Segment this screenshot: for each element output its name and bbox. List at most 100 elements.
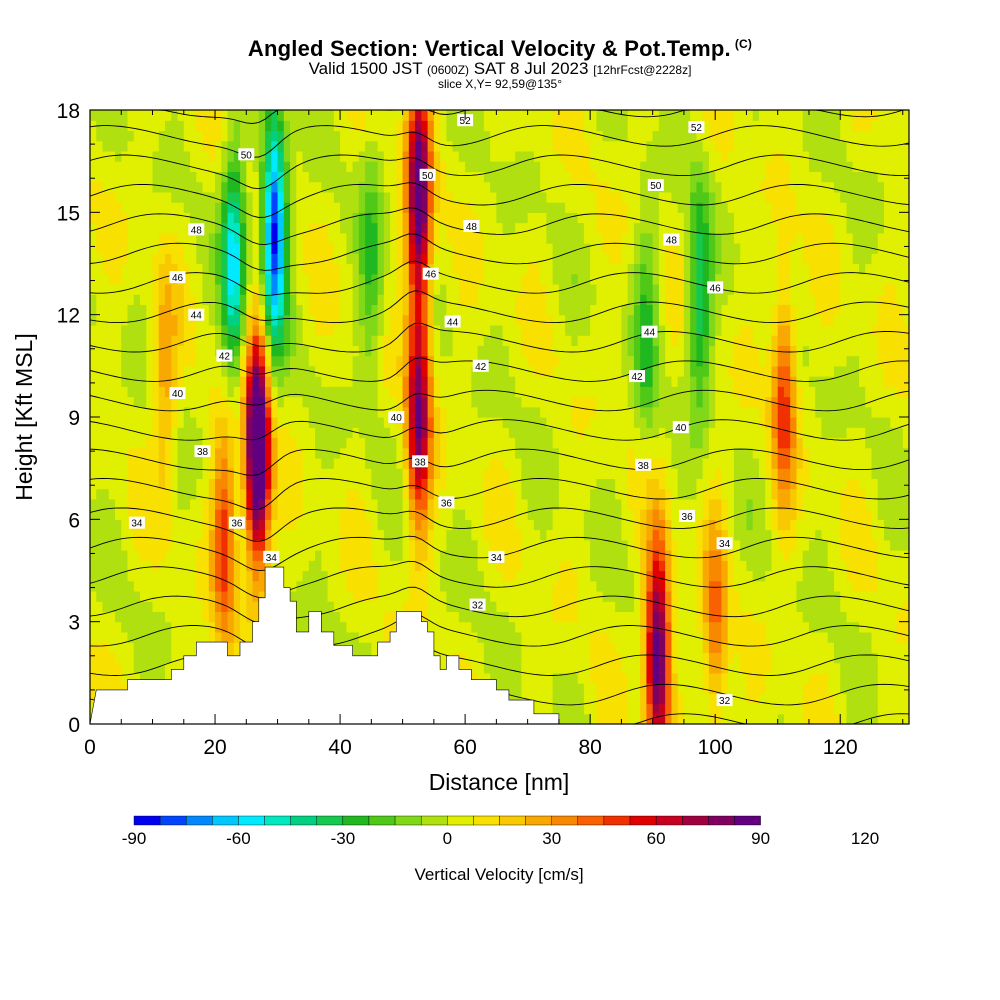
heat-cell <box>177 283 185 295</box>
heat-cell <box>165 150 172 162</box>
heat-cell <box>396 191 404 203</box>
heat-cell <box>271 417 279 428</box>
heat-cell <box>121 509 129 520</box>
heat-cell <box>577 611 585 623</box>
heat-cell <box>365 570 372 582</box>
heat-cell <box>452 263 460 275</box>
heat-cell <box>152 457 160 469</box>
heat-cell <box>171 560 179 572</box>
heat-cell <box>340 457 347 469</box>
heat-cell <box>221 161 229 172</box>
heat-cell <box>583 652 591 664</box>
heat-cell <box>402 243 410 254</box>
heat-cell <box>571 662 579 674</box>
heat-cell <box>115 529 122 541</box>
heat-cell <box>208 263 216 275</box>
heat-cell <box>440 478 447 490</box>
heat-cell <box>583 580 591 592</box>
heat-cell <box>121 611 129 623</box>
heat-cell <box>490 365 497 377</box>
heat-cell <box>252 222 260 234</box>
heat-cell <box>583 672 591 684</box>
heat-cell <box>565 273 572 285</box>
heat-cell <box>227 181 235 193</box>
heat-cell <box>583 314 591 326</box>
heat-cell <box>121 447 129 459</box>
heat-cell <box>515 253 522 265</box>
heat-cell <box>302 324 310 336</box>
heat-cell <box>577 386 585 398</box>
heat-cell <box>408 191 416 203</box>
heat-cell <box>552 150 560 162</box>
heat-cell <box>471 529 479 541</box>
heat-cell <box>252 110 260 121</box>
heat-cell <box>477 212 485 224</box>
heat-cell <box>171 130 179 142</box>
heat-cell <box>458 662 466 674</box>
heat-cell <box>352 376 360 387</box>
heat-cell <box>146 498 154 510</box>
heat-cell <box>558 683 566 694</box>
heat-cell <box>96 406 104 418</box>
heat-cell <box>565 396 572 408</box>
heat-cell <box>283 529 291 541</box>
heat-cell <box>552 140 560 152</box>
heat-cell <box>102 345 110 357</box>
heat-cell <box>602 130 610 142</box>
heat-cell <box>602 672 610 684</box>
heat-cell <box>496 314 504 326</box>
heat-cell <box>371 161 379 172</box>
heat-cell <box>521 232 529 244</box>
heat-cell <box>133 324 141 336</box>
heat-cell <box>296 202 304 213</box>
heat-cell <box>590 120 597 132</box>
heat-cell <box>246 202 254 213</box>
heat-cell <box>533 447 541 459</box>
heat-cell <box>533 539 541 551</box>
heat-cell <box>158 406 166 418</box>
heat-cell <box>215 611 222 623</box>
heat-cell <box>571 519 579 531</box>
heat-cell <box>408 365 416 377</box>
heat-cell <box>333 171 341 183</box>
heat-cell <box>102 283 110 295</box>
heat-cell <box>102 621 110 633</box>
heat-cell <box>271 191 279 203</box>
heat-cell <box>427 386 435 398</box>
heat-cell <box>502 611 510 623</box>
heat-cell <box>552 386 560 398</box>
heat-cell <box>540 253 547 265</box>
heat-cell <box>96 110 104 121</box>
heat-cell <box>402 365 410 377</box>
heat-cell <box>402 570 410 582</box>
heat-cell <box>233 294 241 306</box>
heat-cell <box>533 263 541 275</box>
heat-cell <box>577 191 585 203</box>
heat-cell <box>146 110 154 121</box>
heat-cell <box>490 468 497 479</box>
heat-cell <box>346 457 354 469</box>
heat-cell <box>402 294 410 306</box>
heat-cell <box>371 345 379 357</box>
heat-cell <box>290 140 297 152</box>
heat-cell <box>202 509 210 520</box>
heat-cell <box>165 580 172 592</box>
heat-cell <box>590 150 597 162</box>
heat-cell <box>196 437 204 449</box>
heat-cell <box>352 171 360 183</box>
heat-cell <box>158 529 166 541</box>
heat-cell <box>452 427 460 439</box>
heat-cell <box>308 202 316 213</box>
heat-cell <box>402 376 410 387</box>
heat-cell <box>215 386 222 398</box>
heat-cell <box>102 304 110 316</box>
heat-cell <box>158 519 166 531</box>
heat-cell <box>377 417 385 428</box>
heat-cell <box>296 406 304 418</box>
heat-cell <box>146 652 154 664</box>
heat-cell <box>421 590 429 602</box>
heat-cell <box>240 498 247 510</box>
heat-cell <box>302 243 310 254</box>
heat-cell <box>558 273 566 285</box>
heat-cell <box>152 294 160 306</box>
